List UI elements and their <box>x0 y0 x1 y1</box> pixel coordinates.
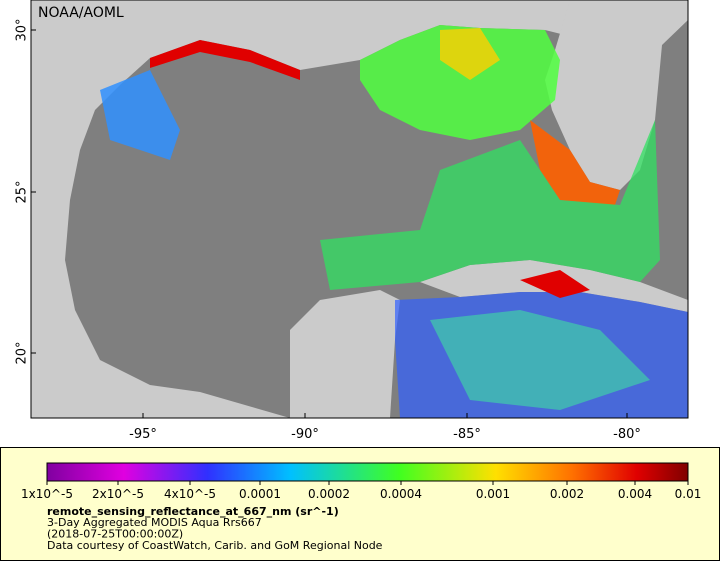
map <box>31 0 688 418</box>
land <box>290 290 400 418</box>
lat-tick-label: 30° <box>15 18 30 41</box>
data-patch <box>150 40 300 80</box>
lon-tick-label: -80° <box>613 427 641 442</box>
colorbar-label: 0.0002 <box>308 487 350 501</box>
colorbar-label: 0.0004 <box>380 487 422 501</box>
data-patch <box>440 28 500 80</box>
data-patch <box>320 120 660 290</box>
colorbar-label: 0.01 <box>675 487 702 501</box>
colorbar-label: 0.004 <box>618 487 652 501</box>
caption: 3-Day Aggregated MODIS Aqua Rrs667(2018-… <box>47 516 383 552</box>
data-patch <box>100 70 180 160</box>
land <box>545 0 688 190</box>
axes: 30° 25° 20° -95° -90° -85° -80° <box>15 18 641 442</box>
lat-tick-label: 25° <box>15 180 30 203</box>
data-patch <box>520 270 590 298</box>
caption-line: (2018-07-25T00:00:00Z) <box>47 528 183 541</box>
map-label: NOAA/AOML <box>38 5 124 21</box>
data-patch <box>360 25 560 140</box>
map-frame <box>30 0 689 419</box>
land <box>31 0 600 418</box>
caption-title: remote_sensing_reflectance_at_667_nm (sr… <box>47 505 339 518</box>
lat-tick-label: 20° <box>15 341 30 364</box>
lon-tick-label: -95° <box>129 427 157 442</box>
colorbar-label: 0.002 <box>550 487 584 501</box>
data-patch <box>430 310 650 410</box>
colorbar-label: 1x10^-5 <box>21 487 73 501</box>
colorbar <box>46 462 689 482</box>
data-patch <box>530 120 620 205</box>
colorbar-labels: 1x10^-5 2x10^-5 4x10^-5 0.0001 0.0002 0.0004 0… <box>21 481 701 501</box>
caption-line: 3-Day Aggregated MODIS Aqua Rrs667 <box>47 516 262 529</box>
lon-tick-label: -85° <box>453 427 481 442</box>
caption-line: Data courtesy of CoastWatch, Carib. and … <box>47 539 383 552</box>
colorbar-label: 4x10^-5 <box>164 487 216 501</box>
colorbar-label: 0.001 <box>476 487 510 501</box>
colorbar-label: 2x10^-5 <box>92 487 144 501</box>
lon-tick-label: -90° <box>291 427 319 442</box>
colorbar-label: 0.0001 <box>239 487 281 501</box>
